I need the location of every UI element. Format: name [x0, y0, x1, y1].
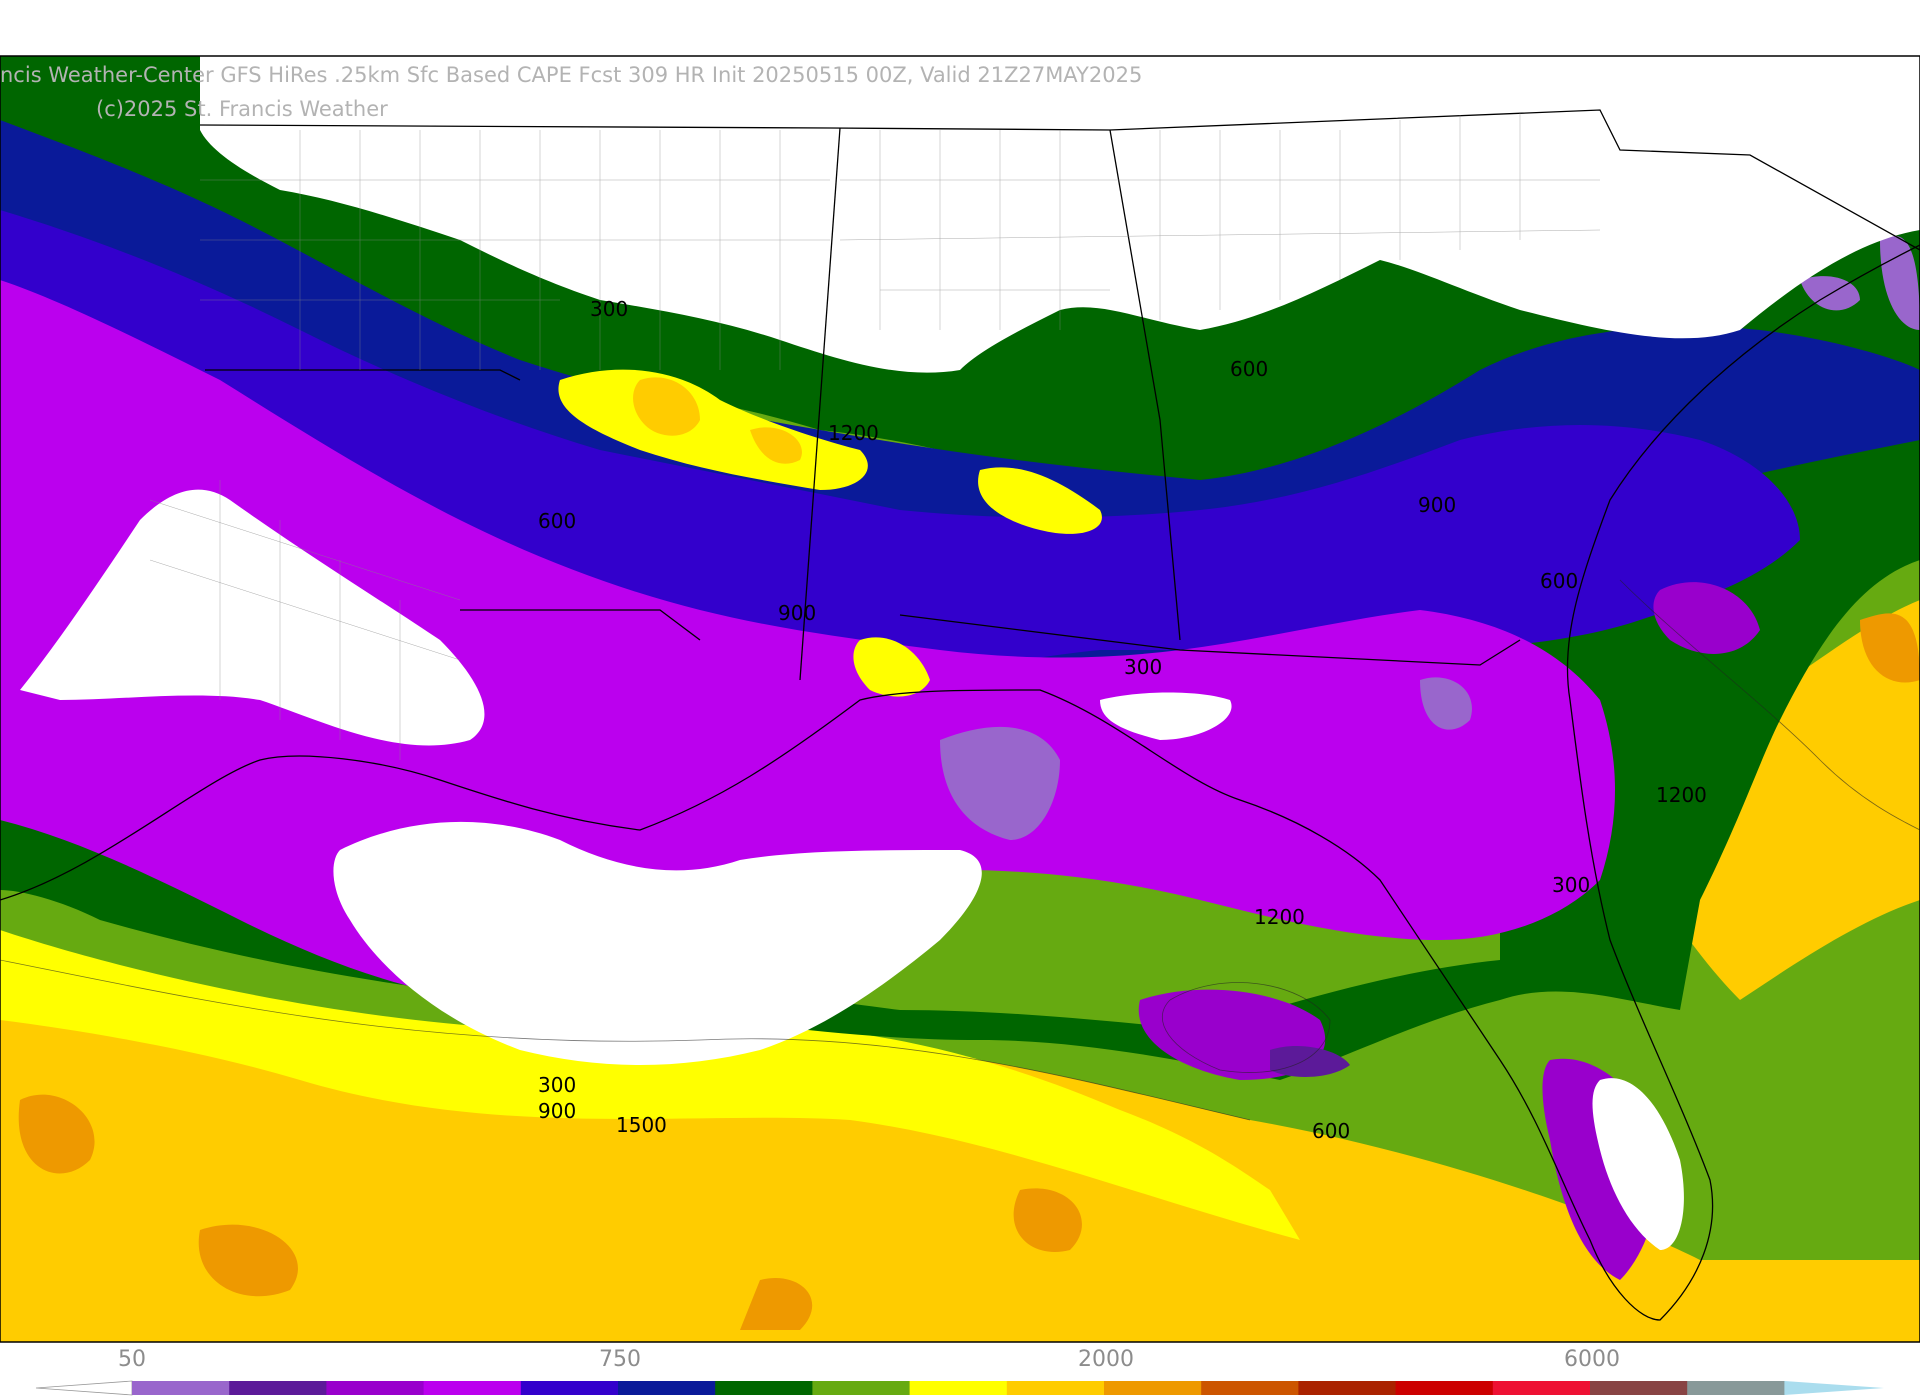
boundary-ar-la [205, 369, 521, 381]
contour-label: 1200 [1254, 905, 1305, 929]
boundary-al-ga [1109, 129, 1181, 641]
legend-swatch [520, 1381, 619, 1395]
cape-band-gold-mid [633, 377, 802, 464]
contour-label: 1500 [616, 1113, 667, 1137]
contour-label: 900 [538, 1099, 576, 1123]
legend-swatch [1492, 1381, 1591, 1395]
contour-label: 900 [1418, 493, 1456, 517]
legend-swatch [229, 1381, 327, 1395]
contour-label: 600 [1540, 569, 1578, 593]
contour-label: 300 [538, 1073, 576, 1097]
legend-swatch [1687, 1381, 1785, 1395]
boundary-fl-ga [899, 614, 1521, 666]
map-frame [0, 55, 1920, 1343]
boundary-north [199, 109, 1920, 251]
legend-swatch [326, 1381, 425, 1395]
legend-swatch [1590, 1381, 1688, 1395]
contour-label: 600 [1312, 1119, 1350, 1143]
legend-swatch [1006, 1381, 1105, 1395]
legend-swatch [1395, 1381, 1494, 1395]
legend-tick-label: 50 [118, 1347, 146, 1372]
legend-tick-label: 6000 [1564, 1347, 1620, 1372]
cape-band-yellow-mid [558, 369, 1102, 697]
legend-swatch [909, 1381, 1008, 1395]
legend-ticks: 50 750 2000 6000 [118, 1347, 1620, 1372]
legend-colorbar [35, 1380, 1884, 1396]
legend-tick-label: 2000 [1078, 1347, 1134, 1372]
legend-swatch [715, 1381, 813, 1395]
cape-contour-lines [0, 579, 1920, 1121]
legend-arrow-left [35, 1380, 133, 1396]
legend-swatch [1298, 1381, 1397, 1395]
map-copyright: (c)2025 St. Francis Weather [96, 97, 388, 121]
contour-label: 600 [538, 509, 576, 533]
legend-swatch [132, 1381, 230, 1395]
cape-band-orange-south [18, 1094, 1082, 1330]
cape-band-ltpurple [940, 235, 1920, 840]
contour-label: 1200 [1656, 783, 1707, 807]
legend-arrow-right [1784, 1381, 1884, 1395]
cape-field [0, 56, 1920, 1342]
boundary-ms-al [799, 127, 841, 681]
cape-band-violet [0, 280, 1615, 1000]
map-title: ncis Weather-Center GFS HiRes .25km Sfc … [0, 63, 1142, 87]
boundary-la-ms [460, 609, 701, 641]
legend-swatch [423, 1381, 522, 1395]
cape-band-yellow-south [0, 930, 1300, 1240]
contour-label-group: 300 600 1200 600 900 300 600 900 1200 30… [538, 297, 1707, 1143]
no-cape-gulf [333, 821, 982, 1065]
contour-label: 300 [590, 297, 628, 321]
legend-swatch [1104, 1381, 1202, 1395]
no-cape-florida [1100, 692, 1684, 1250]
state-boundaries [0, 109, 1920, 1321]
no-cape-west [20, 489, 485, 746]
boundary-gulf-coast [0, 244, 1920, 1321]
contour-label: 600 [1230, 357, 1268, 381]
legend-swatch [812, 1381, 911, 1395]
contour-label: 300 [1552, 873, 1590, 897]
contour-label: 300 [1124, 655, 1162, 679]
legend-swatch [1201, 1381, 1299, 1395]
contour-label: 900 [778, 601, 816, 625]
county-lines [149, 112, 1601, 760]
contour-label: 1200 [828, 421, 879, 445]
legend-tick-label: 750 [599, 1347, 641, 1372]
legend-swatch [618, 1381, 716, 1395]
